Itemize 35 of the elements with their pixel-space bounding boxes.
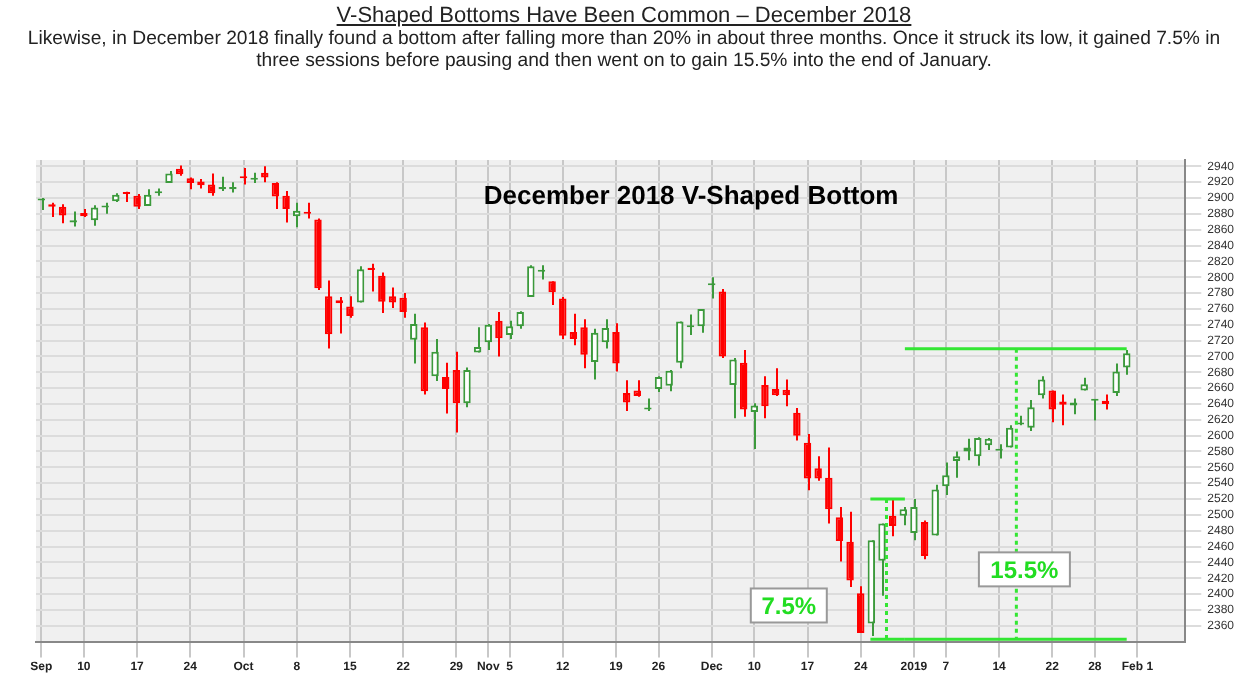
chart-title: V-Shaped Bottoms Have Been Common – December 2018 [334,4,914,28]
candlestick [793,406,801,442]
candlestick [952,450,961,479]
candlestick [676,320,684,370]
candlestick [910,498,918,542]
candlestick [878,522,886,597]
chart-subtitle: Likewise, in December 2018 finally found a bottom after falling more than 20% in about three months. Once it struck its low, it gained 7.5% in three sessions before pausing and then went on to gain 15.5% into the end of January. [25,28,1223,72]
candlestick [899,505,908,527]
candlestick [846,510,854,588]
candlestick [388,286,397,310]
candlestick [825,446,833,525]
candlestick [665,368,673,393]
annotation: December 2018 V-Shaped Bottom [483,180,899,211]
candlestick [814,455,822,482]
candlestick [612,322,620,373]
candlestick [505,319,514,341]
annotation: 15.5% [990,556,1060,585]
candlestick [282,189,290,224]
candlestick [761,375,769,420]
annotation: 7.5% [761,592,817,621]
candlestick [431,338,439,382]
candlestick [410,312,418,365]
candlestick [378,271,386,314]
candlestick [1123,349,1131,376]
candlestick [495,311,503,358]
candlestick [974,436,982,467]
candlestick [1112,362,1120,398]
candlestick [399,292,407,319]
candlestick [463,366,471,409]
candlestick [729,357,737,420]
candlestick [527,264,535,299]
candlestick [942,461,950,497]
candlestick [346,295,354,319]
candlestick [580,318,588,370]
candlestick [1027,399,1035,432]
